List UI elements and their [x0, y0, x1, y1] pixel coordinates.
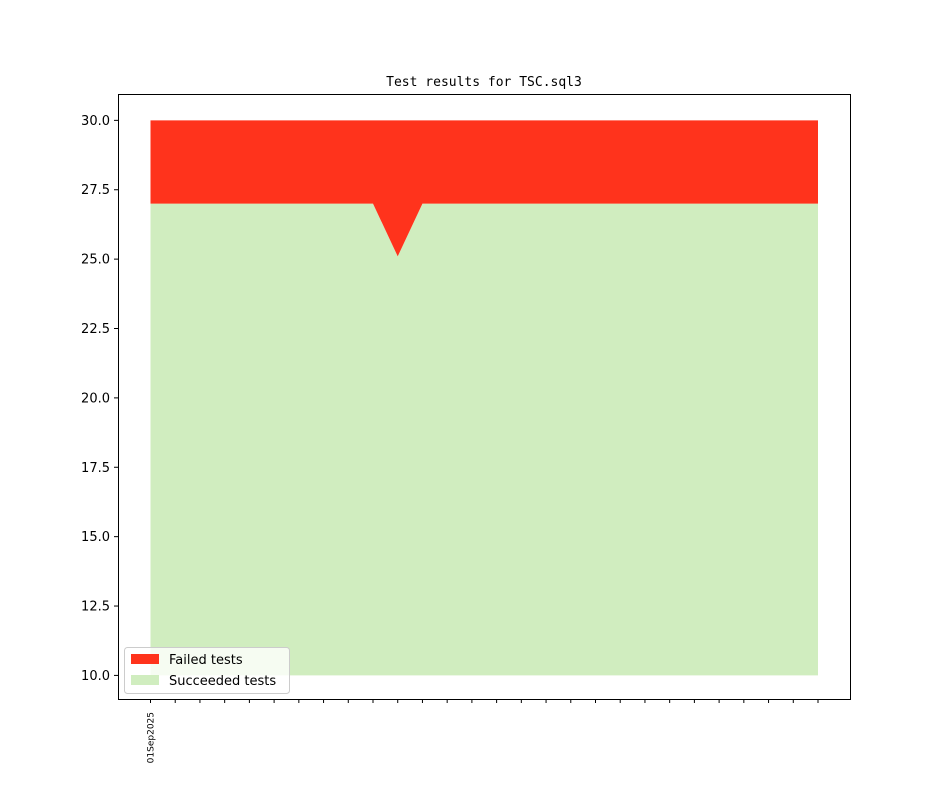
series-failed-area — [150, 120, 818, 257]
y-tick-label: 27.5 — [81, 183, 110, 198]
x-tick-label: 01Sep2025 — [147, 712, 157, 763]
legend-swatch-failed — [131, 654, 159, 664]
legend-label-failed: Failed tests — [169, 653, 243, 668]
axes-frame — [118, 94, 851, 700]
y-tick-label: 12.5 — [81, 600, 110, 615]
y-tick-label: 22.5 — [81, 322, 110, 337]
y-tick-label: 15.0 — [81, 530, 110, 545]
y-axis: 10.0 12.5 15.0 17.5 20.0 22.5 25.0 27.5 30.0 — [81, 114, 118, 684]
x-axis: 01Sep2025 — [147, 699, 819, 763]
legend-swatch-succeeded — [131, 675, 159, 685]
y-tick-label: 30.0 — [81, 114, 110, 129]
y-tick-label: 10.0 — [81, 669, 110, 684]
legend: Failed tests Succeeded tests — [124, 647, 290, 694]
chart-title: Test results for TSC.sql3 — [386, 75, 582, 90]
plot-area — [150, 120, 818, 676]
series-succeeded-area — [150, 203, 818, 676]
y-tick-label: 25.0 — [81, 253, 110, 268]
legend-box — [124, 647, 290, 694]
y-tick-label: 20.0 — [81, 391, 110, 406]
legend-label-succeeded: Succeeded tests — [169, 674, 276, 689]
y-tick-label: 17.5 — [81, 461, 110, 476]
